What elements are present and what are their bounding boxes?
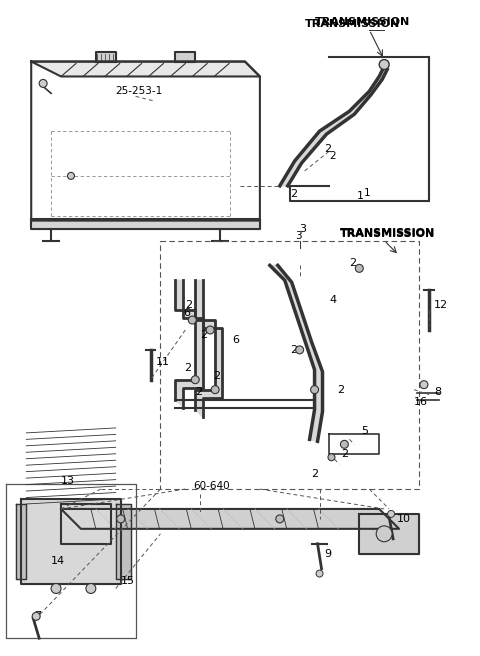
Circle shape [420,380,428,388]
Text: 10: 10 [397,514,411,524]
Text: 5: 5 [361,426,368,436]
Circle shape [117,515,125,523]
Text: 25-253-1: 25-253-1 [116,87,163,96]
Text: 2: 2 [195,386,203,397]
Text: 1: 1 [364,188,371,198]
Text: 13: 13 [61,476,75,486]
Circle shape [296,346,304,354]
Text: 3: 3 [295,230,301,241]
Circle shape [206,326,214,334]
Polygon shape [175,280,203,407]
Polygon shape [116,504,131,579]
Polygon shape [195,280,222,417]
Text: 8: 8 [434,386,441,397]
Circle shape [355,264,363,272]
Text: 2: 2 [341,449,348,459]
Circle shape [39,79,47,87]
Polygon shape [96,52,116,62]
Text: 7: 7 [34,611,41,621]
Circle shape [376,526,392,542]
Text: TRANSMISSION: TRANSMISSION [314,17,410,27]
Text: 2: 2 [200,330,207,340]
Circle shape [51,584,61,594]
Text: 6: 6 [183,308,191,318]
Text: 2: 2 [290,345,297,355]
Circle shape [311,386,319,394]
Polygon shape [280,66,387,186]
Circle shape [328,454,335,461]
Text: 9: 9 [324,548,332,559]
Text: 15: 15 [120,575,135,586]
Polygon shape [21,499,120,584]
Text: 1: 1 [357,191,364,201]
Text: 60-640: 60-640 [193,481,230,491]
Text: 16: 16 [414,397,428,407]
Circle shape [316,570,323,577]
Polygon shape [31,62,260,77]
Polygon shape [16,504,26,579]
Circle shape [86,584,96,594]
Text: 3: 3 [300,224,307,234]
Circle shape [32,612,40,621]
Circle shape [379,60,389,70]
Text: 14: 14 [51,556,65,565]
Text: 2: 2 [329,151,336,161]
Polygon shape [270,266,323,441]
Circle shape [192,376,199,384]
Text: 2: 2 [290,189,297,199]
Circle shape [340,440,348,448]
Text: 2: 2 [324,144,332,154]
Circle shape [68,173,74,179]
Text: 2: 2 [349,258,357,268]
Text: 2: 2 [184,363,192,373]
Text: 12: 12 [434,300,448,310]
Circle shape [211,386,219,394]
Text: TRANSMISSION: TRANSMISSION [339,228,435,237]
Polygon shape [360,514,419,554]
Circle shape [188,316,196,324]
Text: 11: 11 [156,357,169,367]
Text: 6: 6 [232,335,239,345]
Text: TRANSMISSION: TRANSMISSION [339,228,435,239]
Text: TRANSMISSION: TRANSMISSION [305,19,400,29]
Polygon shape [61,504,111,544]
Polygon shape [31,218,260,228]
Text: 2: 2 [312,469,319,479]
Text: 2: 2 [185,300,192,310]
Polygon shape [61,509,399,529]
Text: 2: 2 [337,384,345,395]
Polygon shape [175,52,195,62]
Circle shape [388,510,395,518]
Text: 2: 2 [213,371,220,380]
Text: 4: 4 [329,295,336,305]
Circle shape [276,515,284,523]
